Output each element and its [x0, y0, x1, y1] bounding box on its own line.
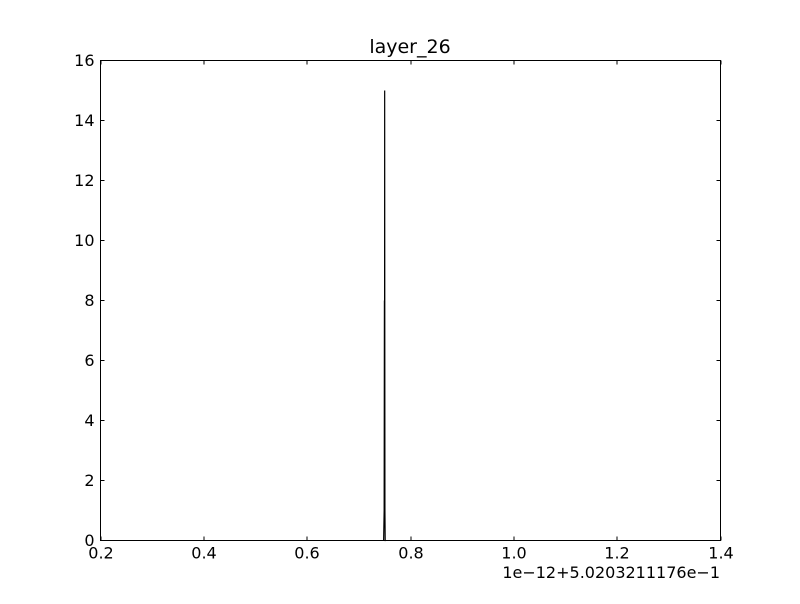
x-axis: 0.2 0.4 0.6 0.8 1.0 1.2 1.4 — [88, 60, 734, 563]
plot-area — [383, 90, 386, 542]
y-tick-label: 4 — [84, 411, 94, 430]
x-tick-label: 1.0 — [501, 544, 526, 563]
y-tick-label: 6 — [84, 351, 94, 370]
y-tick-label: 16 — [74, 51, 94, 70]
x-tick-label: 1.2 — [604, 544, 629, 563]
x-tick-label: 0.6 — [294, 544, 319, 563]
y-axis: 0 2 4 6 8 10 12 14 16 — [74, 51, 721, 550]
y-tick-label: 2 — [84, 471, 94, 490]
x-tick-label: 0.8 — [398, 544, 423, 563]
x-tick-label: 0.2 — [88, 544, 113, 563]
y-tick-label: 8 — [84, 291, 94, 310]
series-line — [383, 90, 386, 542]
x-tick-label: 0.4 — [191, 544, 216, 563]
chart-title: layer_26 — [369, 36, 450, 58]
x-tick-label: 1.4 — [708, 544, 733, 563]
y-tick-label: 12 — [74, 171, 94, 190]
y-tick-label: 14 — [74, 111, 94, 130]
plot-frame — [100, 60, 721, 541]
y-tick-label: 10 — [74, 231, 94, 250]
y-tick-label: 0 — [84, 531, 94, 550]
x-axis-offset-label: 1e−12+5.0203211176e−1 — [502, 563, 720, 582]
